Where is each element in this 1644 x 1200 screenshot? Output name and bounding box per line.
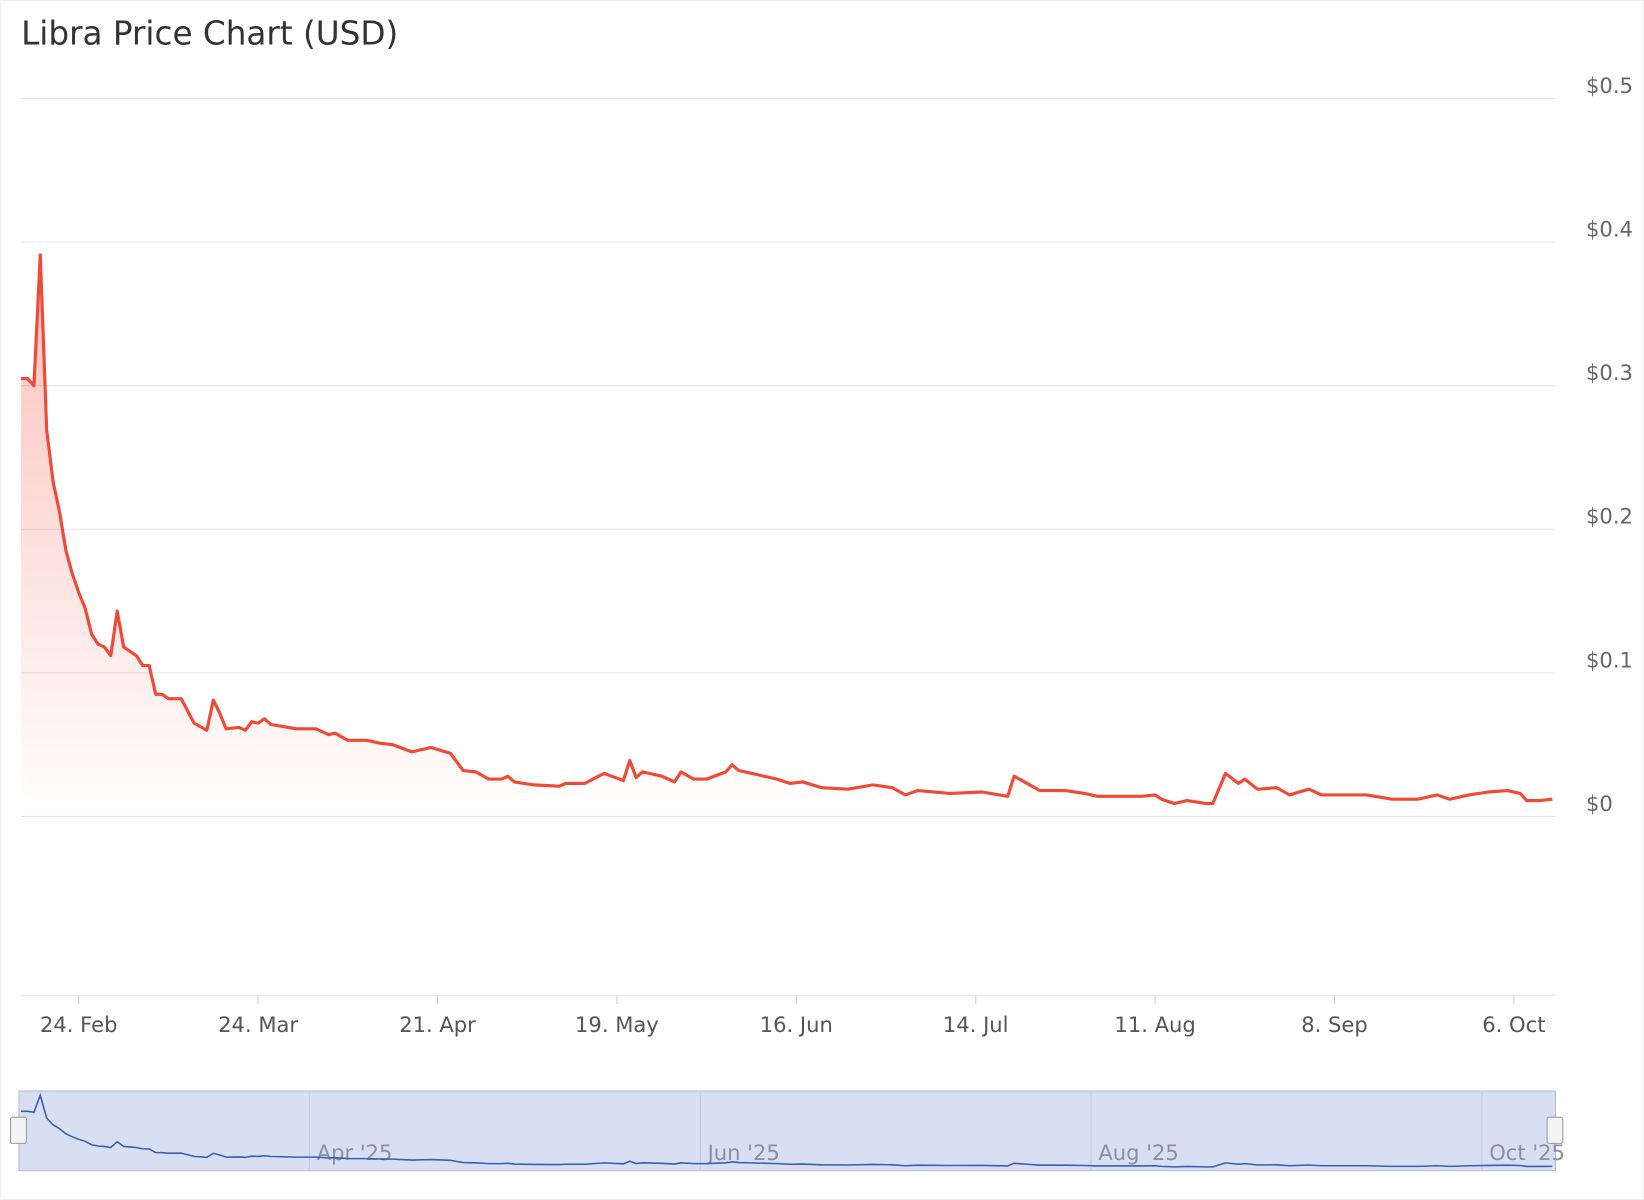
x-tick-label: 16. Jun — [760, 1012, 833, 1037]
navigator-line — [21, 1092, 1553, 1168]
y-tick-label: $0.5 — [1586, 73, 1633, 98]
navigator-tick-label: Oct '25 — [1489, 1140, 1565, 1165]
x-tick-label: 21. Apr — [399, 1012, 476, 1037]
navigator-tick-label: Jun '25 — [706, 1140, 780, 1165]
x-tick-label: 11. Aug — [1114, 1012, 1195, 1037]
navigator-handle-left[interactable] — [10, 1116, 27, 1144]
y-tick-label: $0 — [1586, 791, 1613, 816]
y-tick-label: $0.1 — [1586, 647, 1633, 672]
navigator-tick-label: Apr '25 — [317, 1140, 393, 1165]
x-tick-label: 24. Feb — [40, 1012, 117, 1037]
price-line — [21, 253, 1553, 806]
x-tick-label: 24. Mar — [218, 1012, 298, 1037]
navigator-window[interactable] — [18, 1090, 1557, 1172]
x-tick-label: 14. Jul — [943, 1012, 1009, 1037]
x-tick-label: 6. Oct — [1482, 1012, 1545, 1037]
navigator-handle-right[interactable] — [1546, 1116, 1564, 1144]
price-area — [21, 254, 1553, 817]
chart-title: Libra Price Chart (USD) — [21, 15, 398, 53]
x-tick-label: 8. Sep — [1301, 1012, 1367, 1037]
y-tick-label: $0.2 — [1586, 504, 1633, 529]
navigator-tick-label: Aug '25 — [1098, 1140, 1178, 1165]
y-tick-label: $0.3 — [1586, 360, 1633, 385]
y-tick-label: $0.4 — [1586, 217, 1633, 242]
x-tick-label: 19. May — [575, 1012, 659, 1037]
